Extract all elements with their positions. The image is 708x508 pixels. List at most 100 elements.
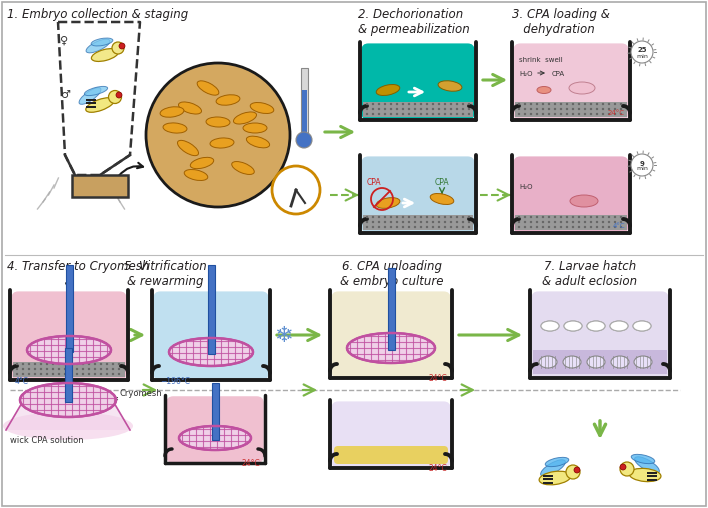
Circle shape (272, 166, 320, 214)
Text: CPA: CPA (552, 71, 565, 77)
Circle shape (426, 108, 428, 110)
Circle shape (420, 221, 422, 223)
Circle shape (578, 103, 580, 105)
Circle shape (295, 188, 297, 192)
Circle shape (366, 108, 368, 110)
Circle shape (542, 221, 544, 223)
Circle shape (384, 221, 386, 223)
Circle shape (366, 103, 368, 105)
Circle shape (420, 113, 422, 115)
Bar (13, 362, 125, 377)
Ellipse shape (611, 356, 629, 368)
Circle shape (413, 221, 416, 223)
Ellipse shape (243, 123, 267, 133)
Circle shape (76, 368, 78, 370)
FancyBboxPatch shape (11, 292, 127, 380)
Circle shape (584, 221, 586, 223)
Circle shape (408, 108, 410, 110)
Circle shape (450, 103, 452, 105)
Circle shape (146, 63, 290, 207)
Circle shape (607, 216, 610, 218)
Ellipse shape (541, 460, 566, 476)
Text: CPA: CPA (367, 178, 382, 187)
Circle shape (366, 226, 368, 228)
Ellipse shape (539, 471, 571, 485)
Circle shape (408, 226, 410, 228)
Circle shape (88, 363, 90, 365)
Text: Cryomesh: Cryomesh (120, 389, 163, 398)
Circle shape (93, 373, 96, 375)
Circle shape (548, 103, 550, 105)
Circle shape (420, 216, 422, 218)
Circle shape (390, 221, 392, 223)
Circle shape (566, 465, 580, 479)
Ellipse shape (216, 95, 240, 105)
Circle shape (426, 221, 428, 223)
Circle shape (578, 226, 580, 228)
Circle shape (372, 216, 375, 218)
Ellipse shape (206, 117, 230, 127)
Circle shape (396, 226, 398, 228)
Circle shape (574, 467, 580, 473)
Circle shape (112, 368, 114, 370)
Circle shape (596, 113, 598, 115)
Circle shape (16, 363, 18, 365)
Text: 1. Embryo collection & staging: 1. Embryo collection & staging (7, 8, 188, 21)
Bar (86, 102, 96, 104)
Circle shape (548, 113, 550, 115)
Bar (300, 68, 307, 140)
Circle shape (566, 221, 569, 223)
Circle shape (620, 113, 622, 115)
Circle shape (408, 113, 410, 115)
Text: ❄: ❄ (274, 326, 292, 346)
Circle shape (602, 103, 604, 105)
Circle shape (560, 226, 562, 228)
Ellipse shape (563, 356, 581, 368)
Circle shape (536, 113, 538, 115)
Circle shape (560, 216, 562, 218)
Circle shape (590, 221, 592, 223)
Circle shape (614, 216, 616, 218)
Circle shape (542, 108, 544, 110)
Circle shape (93, 363, 96, 365)
Circle shape (390, 216, 392, 218)
Circle shape (462, 216, 464, 218)
Circle shape (468, 113, 470, 115)
Bar (543, 478, 553, 480)
Text: 2. Dechorionation
& permeabilization: 2. Dechorionation & permeabilization (358, 8, 469, 36)
Circle shape (413, 226, 416, 228)
Text: min: min (636, 53, 648, 58)
Circle shape (384, 216, 386, 218)
Text: 24°C: 24°C (428, 464, 447, 473)
Circle shape (554, 221, 556, 223)
Circle shape (456, 226, 458, 228)
Ellipse shape (160, 107, 184, 117)
Text: 5. Vitrification
& rewarming: 5. Vitrification & rewarming (124, 260, 206, 288)
FancyBboxPatch shape (334, 446, 448, 464)
Circle shape (112, 42, 124, 54)
Circle shape (602, 108, 604, 110)
Circle shape (536, 216, 538, 218)
Ellipse shape (86, 39, 110, 53)
Circle shape (536, 221, 538, 223)
FancyBboxPatch shape (331, 292, 450, 378)
Circle shape (378, 226, 380, 228)
Ellipse shape (587, 321, 605, 331)
Bar (363, 215, 473, 230)
Circle shape (444, 103, 446, 105)
Circle shape (462, 221, 464, 223)
Circle shape (108, 90, 122, 104)
Circle shape (378, 113, 380, 115)
FancyBboxPatch shape (166, 396, 264, 463)
FancyBboxPatch shape (361, 156, 474, 233)
Ellipse shape (3, 412, 133, 440)
Circle shape (578, 108, 580, 110)
Circle shape (438, 108, 440, 110)
Text: wick CPA solution: wick CPA solution (10, 436, 84, 445)
FancyBboxPatch shape (72, 175, 128, 197)
Circle shape (530, 221, 532, 223)
FancyBboxPatch shape (513, 156, 629, 233)
Circle shape (524, 221, 526, 223)
Circle shape (408, 216, 410, 218)
Circle shape (518, 103, 520, 105)
